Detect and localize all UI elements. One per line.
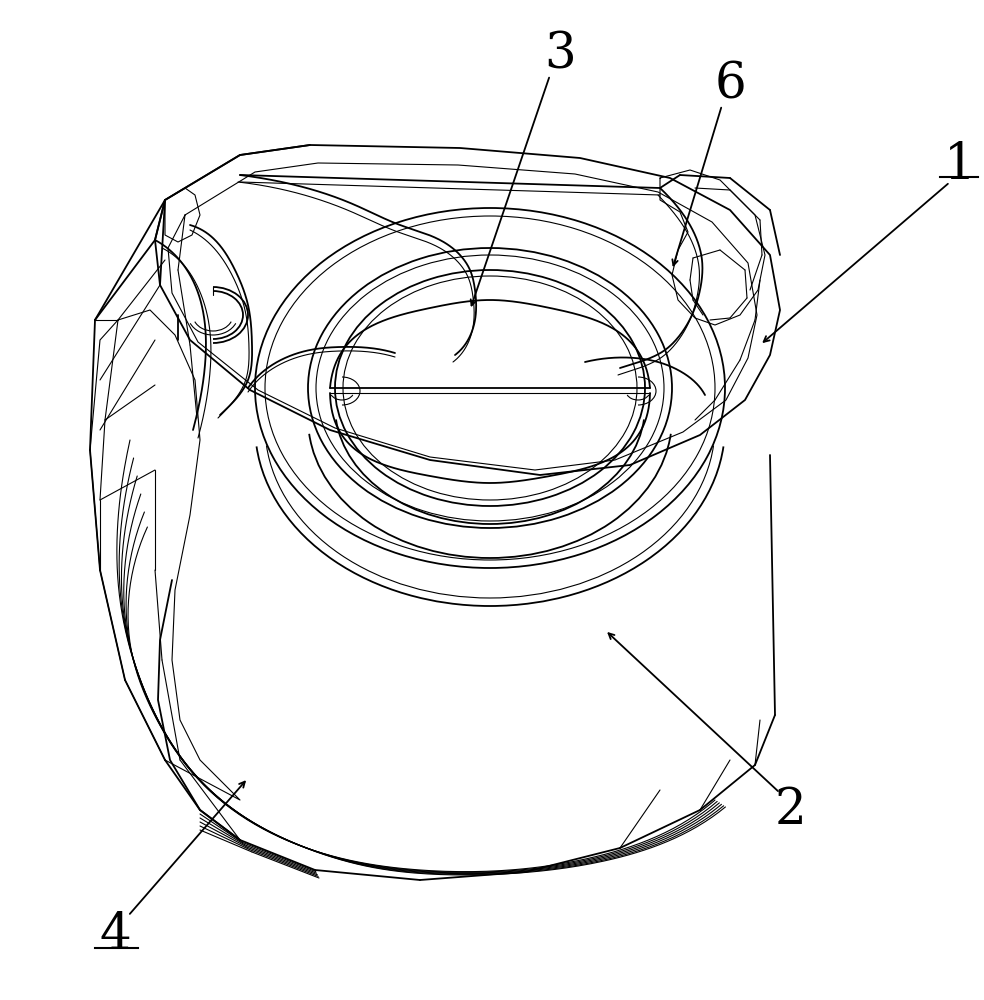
Text: 6: 6 <box>714 60 746 110</box>
Text: 2: 2 <box>774 785 806 835</box>
Text: 4: 4 <box>99 910 131 960</box>
Text: 3: 3 <box>544 30 576 80</box>
Text: 1: 1 <box>944 140 976 190</box>
